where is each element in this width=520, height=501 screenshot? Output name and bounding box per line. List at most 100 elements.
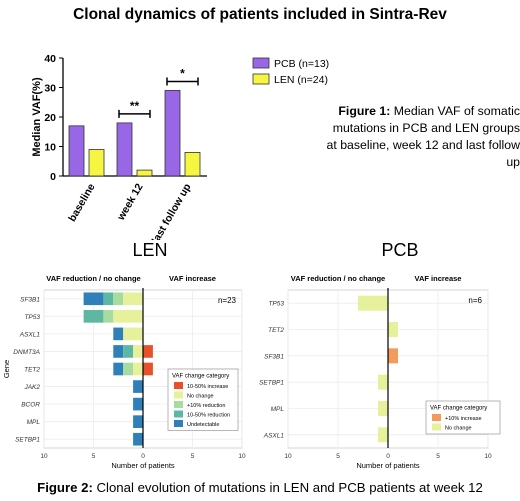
len-bar-segment: [103, 292, 114, 306]
pcb-legend-label: No change: [445, 426, 472, 432]
len-legend-swatch: [174, 401, 183, 408]
pcb-left-header: VAF reduction / no change: [291, 274, 385, 283]
fig1-y-tick-label: 30: [44, 83, 56, 95]
len-gene-label: TP53: [24, 314, 40, 321]
pcb-bar-segment: [388, 348, 398, 364]
pcb-diverging-chart: TP53 TET2 SF3B1 SETBP1 MPL ASXL1 VAF reduction…: [259, 274, 501, 470]
pcb-gene-label: TP53: [268, 301, 284, 308]
len-left-header: VAF reduction / no change: [46, 274, 140, 283]
fig1-y-tick-label: 0: [50, 171, 56, 183]
figure2-caption-label: Figure 2:: [37, 480, 93, 495]
len-x-tick-label: 5: [191, 453, 195, 460]
pcb-bar-segment: [378, 427, 388, 443]
figure2-caption-text: Clonal evolution of mutations in LEN and…: [96, 480, 483, 495]
len-gene-label: JAK2: [23, 384, 40, 391]
len-gene-label: SETBP1: [15, 437, 40, 444]
len-x-tick-label: 10: [238, 453, 246, 460]
fig1-bar-len: [136, 169, 153, 177]
fig1-bar-pcb: [68, 125, 85, 177]
len-bar-segment: [83, 292, 104, 306]
len-bar-segment: [113, 310, 143, 323]
pcb-x-tick-label: 10: [284, 453, 292, 460]
len-bar-segment: [143, 362, 153, 376]
fig1-y-tick-label: 40: [44, 53, 56, 65]
fig1-legend-label: LEN (n=24): [274, 74, 328, 86]
pcb-x-tick-label: 10: [484, 453, 492, 460]
len-diverging-chart: SF3B1 TP53 ASXL1 DNMT3A TET2 JAK2 BCOR MPL SETBP…: [2, 274, 246, 470]
len-bar-segment: [133, 380, 143, 393]
len-bar-segment: [123, 292, 143, 306]
fig1-legend-swatch: [252, 57, 270, 69]
pcb-bar-segment: [378, 401, 388, 416]
figure2-caption: Figure 2: Clonal evolution of mutations …: [0, 480, 520, 495]
pcb-bar-segment: [388, 322, 398, 337]
len-bar-segment: [143, 345, 153, 358]
pcb-legend-swatch: [432, 423, 441, 431]
len-bar-segment: [113, 345, 124, 358]
pcb-gene-label: MPL: [271, 406, 285, 413]
len-bar-segment: [83, 310, 104, 323]
figure1-caption: Figure 1: Median VAF of somatic mutation…: [322, 103, 520, 171]
pcb-x-tick-label: 5: [336, 453, 340, 460]
pcb-gene-label: SF3B1: [264, 353, 284, 360]
len-gene-label: MPL: [27, 419, 41, 426]
pcb-x-axis-label: Number of patients: [356, 461, 420, 470]
len-bar-segment: [123, 327, 143, 341]
pcb-legend-swatch: [432, 414, 441, 421]
len-legend-label: Undetectable: [187, 422, 219, 428]
fig1-x-tick-label: week 12: [115, 181, 146, 223]
page-title: Clonal dynamics of patients included in …: [73, 6, 447, 23]
len-gene-label: ASXL1: [19, 331, 41, 338]
pcb-bar-segment: [378, 374, 388, 390]
len-gene-label: TET2: [24, 367, 40, 374]
len-legend-label: 10-50% increase: [187, 384, 228, 390]
len-legend-swatch: [174, 382, 183, 389]
len-legend-label: No change: [187, 394, 214, 400]
len-x-tick-label: 0: [141, 453, 145, 460]
pcb-right-header: VAF increase: [415, 274, 462, 283]
len-bar-segment: [113, 327, 124, 341]
pcb-n-label: n=6: [468, 296, 482, 305]
len-bar-segment: [123, 345, 134, 358]
len-bar-segment: [133, 432, 143, 446]
len-right-header: VAF increase: [169, 274, 216, 283]
fig1-bar-pcb: [164, 90, 181, 177]
pcb-gene-label: ASXL1: [263, 432, 285, 439]
len-n-label: n=23: [218, 296, 237, 305]
pcb-bar-segment: [358, 295, 388, 311]
pcb-panel-title: PCB: [381, 240, 419, 260]
len-bar-segment: [103, 310, 114, 323]
fig1-bar-len: [88, 149, 105, 177]
len-x-axis-label: Number of patients: [111, 461, 175, 470]
pcb-gene-label: TET2: [268, 327, 284, 334]
fig1-x-tick-label: last follow up: [150, 182, 194, 241]
len-x-tick-label: 10: [40, 453, 48, 460]
len-bar-segment: [133, 345, 143, 358]
pcb-x-tick-label: 0: [386, 453, 390, 460]
fig1-bar-len: [184, 151, 201, 177]
len-bar-segment: [123, 362, 134, 376]
fig1-bar-pcb: [116, 122, 133, 177]
len-legend-title: VAF change category: [172, 374, 229, 380]
figure1-caption-label: Figure 1:: [338, 104, 391, 118]
len-bar-segment: [133, 397, 143, 411]
len-bar-segment: [133, 362, 143, 376]
pcb-x-tick-label: 5: [436, 453, 440, 460]
fig1-x-tick-label: baseline: [66, 181, 97, 224]
len-y-axis-label: Gene: [2, 360, 11, 378]
len-bar-segment: [113, 362, 124, 376]
fig1-y-tick-label: 10: [44, 142, 56, 154]
len-legend-swatch: [174, 410, 183, 418]
len-bar-segment: [133, 415, 143, 428]
pcb-legend-title: VAF change category: [430, 406, 487, 412]
pcb-gene-label: SETBP1: [259, 380, 284, 387]
fig1-y-tick-label: 20: [44, 112, 56, 124]
len-legend-swatch: [174, 391, 183, 399]
len-legend-label: +10% reduction: [187, 403, 225, 409]
pcb-legend-label: +10% increase: [445, 416, 482, 422]
len-x-tick-label: 5: [92, 453, 96, 460]
len-legend-label: 10-50% reduction: [187, 413, 230, 419]
fig1-significance-label: **: [130, 99, 140, 113]
len-legend-swatch: [174, 420, 183, 427]
